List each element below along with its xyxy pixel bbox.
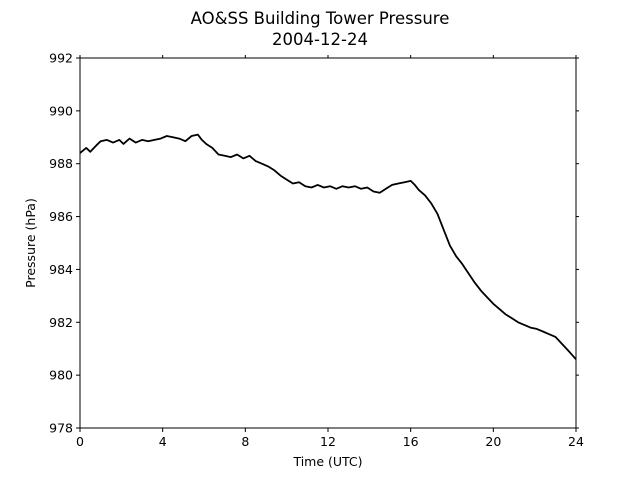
- x-tick-label: 16: [403, 434, 419, 449]
- x-tick-label: 8: [241, 434, 249, 449]
- x-tick-label: 24: [568, 434, 584, 449]
- y-tick-label: 990: [49, 103, 73, 118]
- chart-title: AO&SS Building Tower Pressure 2004-12-24: [191, 9, 450, 49]
- series-layer: [79, 133, 577, 360]
- y-tick-label: 982: [49, 315, 73, 330]
- y-tick-label: 980: [49, 368, 73, 383]
- chart-title-line2: 2004-12-24: [272, 30, 368, 49]
- x-axis-label: Time (UTC): [292, 454, 362, 469]
- y-tick-label: 992: [49, 51, 73, 66]
- y-tick-label: 978: [49, 421, 73, 436]
- pressure-series-line: [79, 133, 577, 360]
- y-tick-label: 988: [49, 156, 73, 171]
- y-axis-label: Pressure (hPa): [23, 198, 38, 288]
- x-axis-ticks: 0 4 8 12 16 20 24: [76, 55, 584, 449]
- plot-area-frame: [79, 57, 577, 429]
- chart-title-line1: AO&SS Building Tower Pressure: [191, 9, 450, 28]
- x-tick-label: 0: [76, 434, 84, 449]
- x-tick-label: 12: [320, 434, 336, 449]
- x-tick-label: 4: [159, 434, 167, 449]
- x-tick-label: 20: [485, 434, 501, 449]
- y-tick-label: 984: [49, 262, 73, 277]
- y-tick-label: 986: [49, 209, 73, 224]
- y-axis-ticks: 978 980 982 984 986 988 990 992: [49, 51, 579, 436]
